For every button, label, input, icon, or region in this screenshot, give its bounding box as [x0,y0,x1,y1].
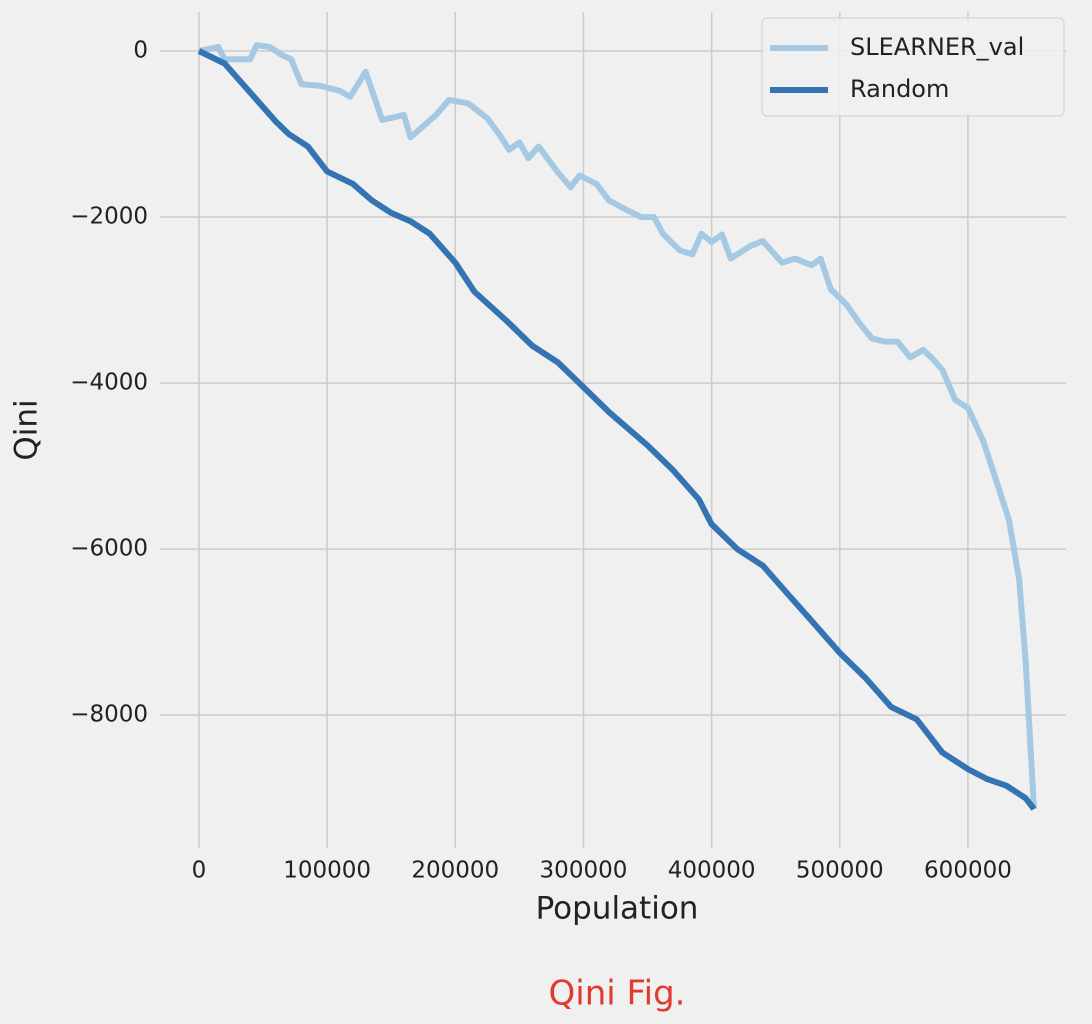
y-tick-label: −8000 [70,702,148,728]
y-tick-label: −2000 [70,204,148,230]
series-line [197,48,1037,811]
x-tick-label: 500000 [796,858,884,884]
legend-label: SLEARNER_val [850,33,1024,61]
y-tick-label: −6000 [70,536,148,562]
x-tick-label: 100000 [283,858,371,884]
grid [160,12,1066,848]
x-axis-label: Population [536,891,699,927]
x-tick-label: 300000 [540,858,628,884]
x-tick-label: 0 [192,858,207,884]
x-tick-label: 600000 [924,858,1012,884]
series-line [198,42,1037,810]
legend-label: Random [850,75,949,103]
y-axis-label: Qini [9,399,45,460]
legend: SLEARNER_val Random [761,17,1065,117]
legend-box [761,17,1065,117]
caption: Qini Fig. [549,974,686,1014]
y-tick-label: 0 [133,38,148,64]
x-tick-label: 200000 [411,858,499,884]
x-tick-label: 400000 [668,858,756,884]
y-tick-label: −4000 [70,370,148,396]
